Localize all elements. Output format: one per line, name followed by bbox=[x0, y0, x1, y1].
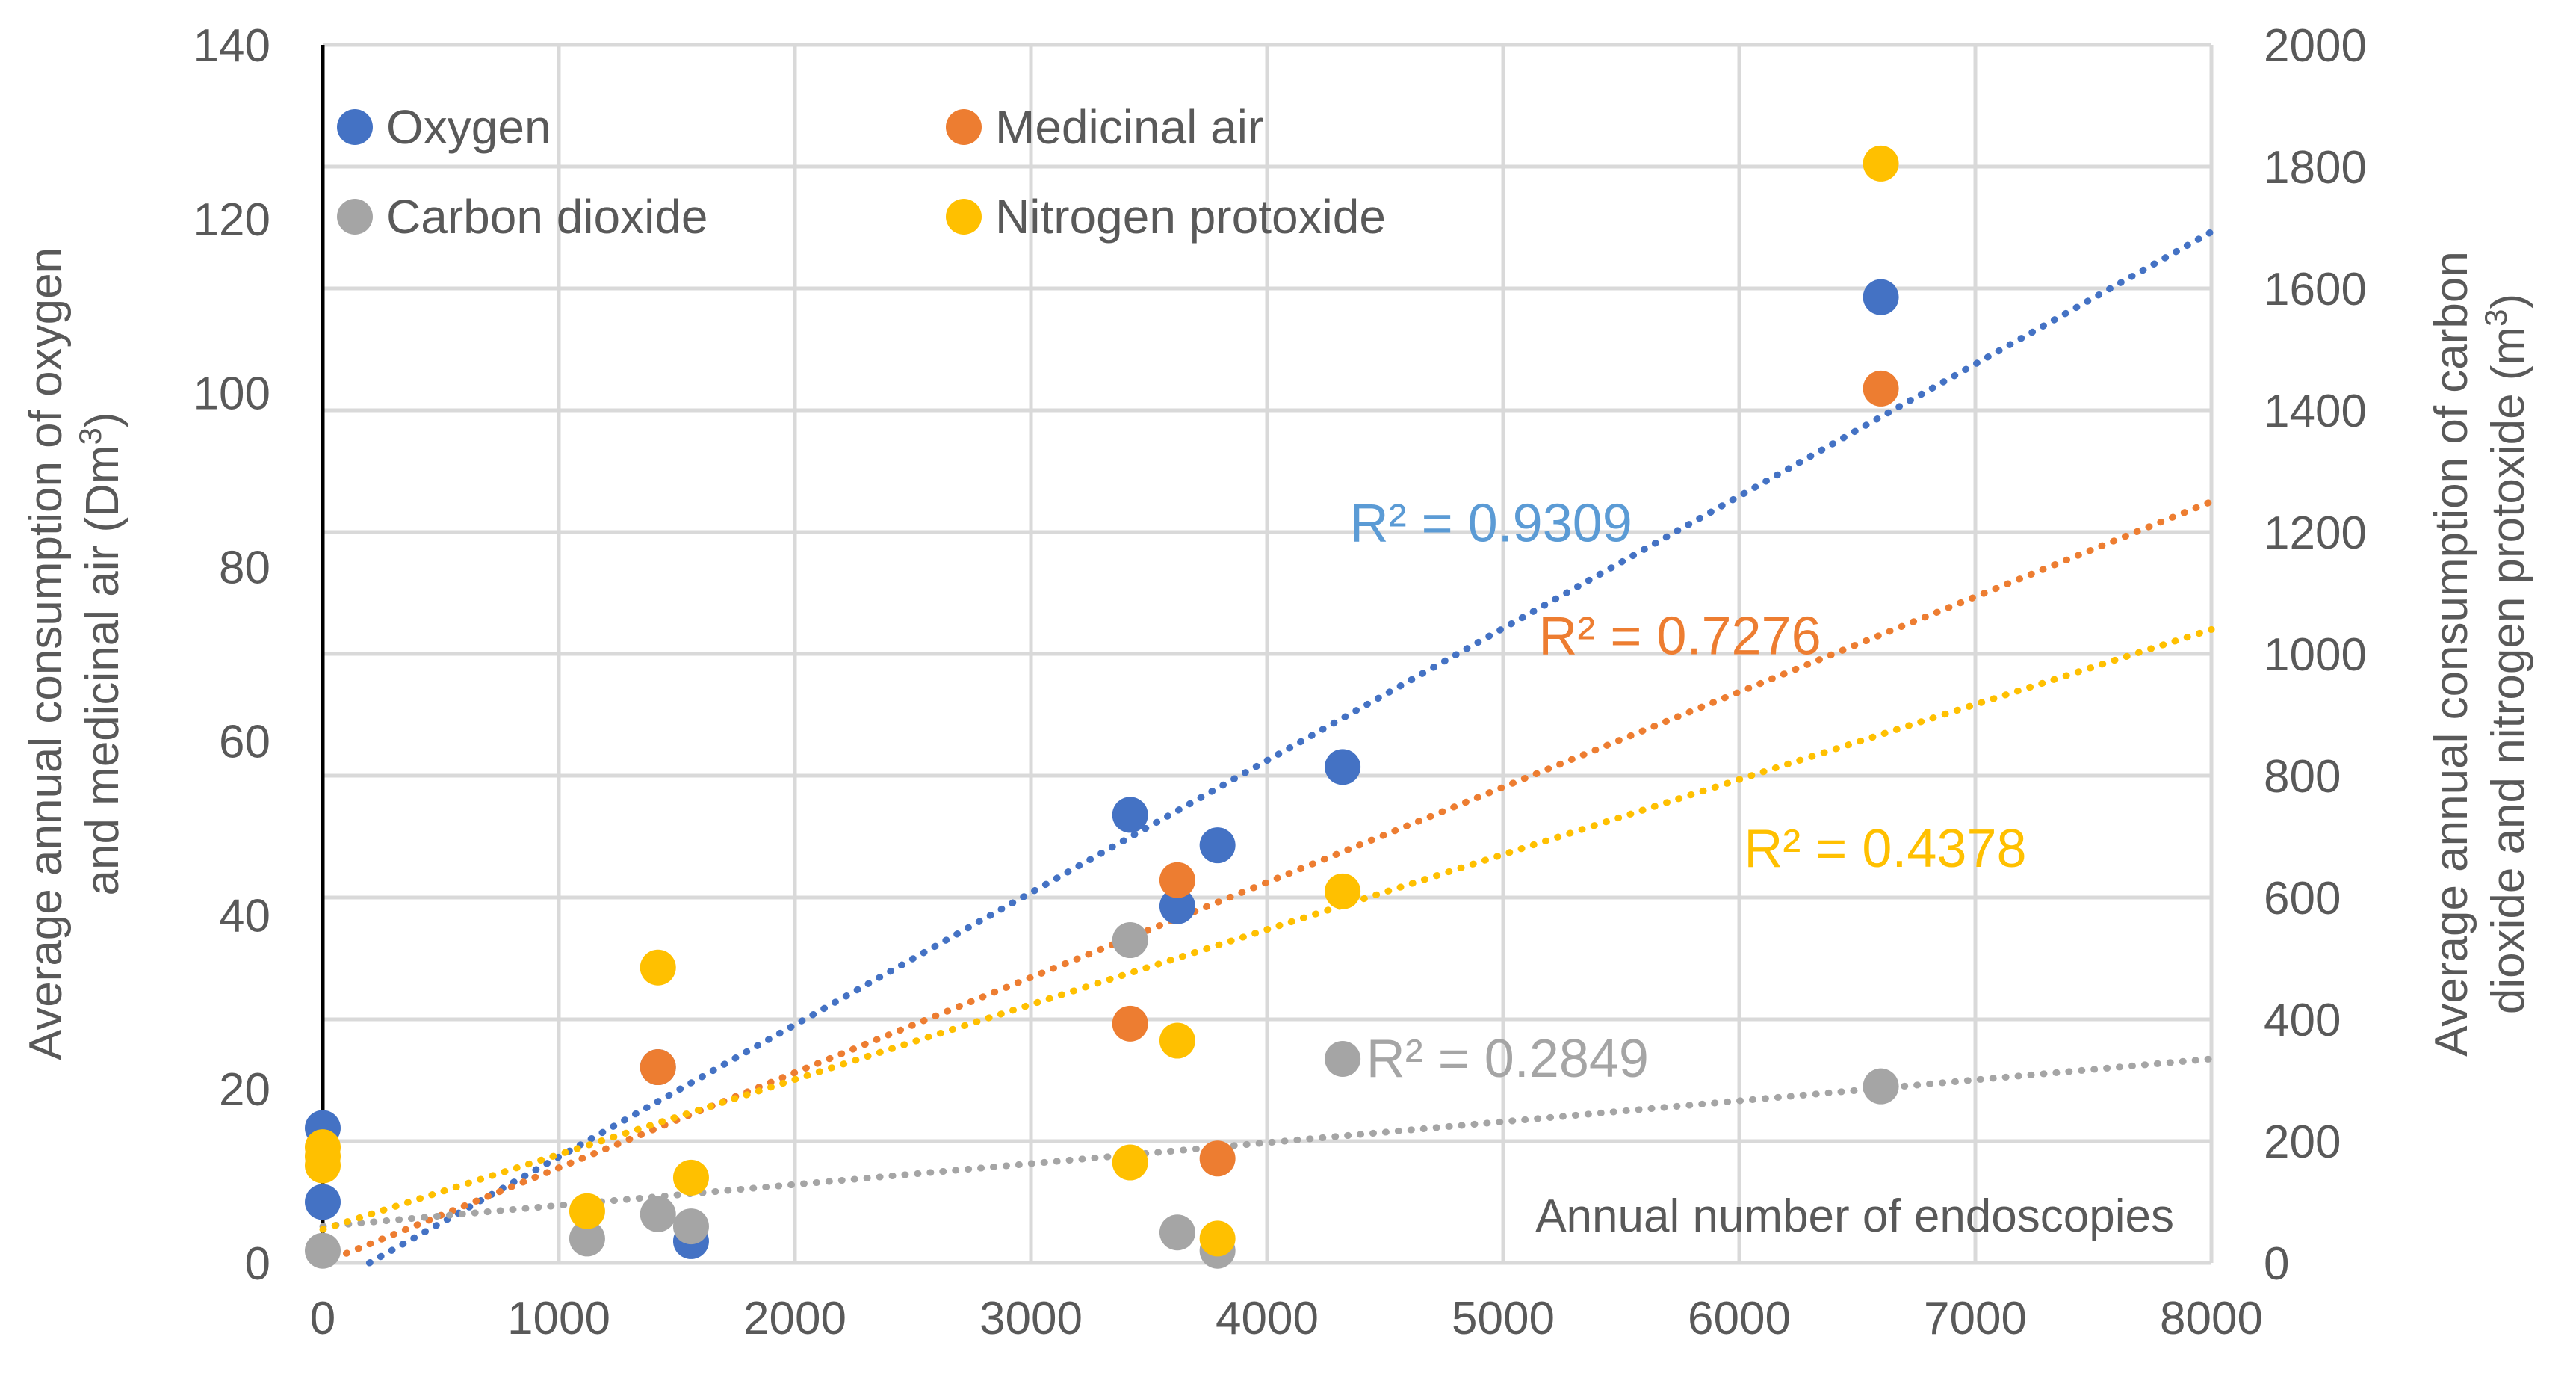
trendlines bbox=[319, 228, 2215, 1267]
r2-label-carbon-dioxide: R² = 0.2849 bbox=[1366, 1029, 1649, 1089]
point-medicinal-air bbox=[1112, 1005, 1148, 1042]
y-right-tick-label: 2000 bbox=[2264, 20, 2367, 72]
point-medicinal-air bbox=[1199, 1140, 1236, 1177]
y-right-tick-label: 600 bbox=[2264, 873, 2341, 924]
point-nitrogen-protoxide bbox=[672, 1159, 709, 1196]
point-nitrogen-protoxide bbox=[1159, 1022, 1195, 1059]
legend-label: Nitrogen protoxide bbox=[995, 190, 1386, 244]
y-right-tick-label: 1000 bbox=[2264, 629, 2367, 681]
r2-label-medicinal-air: R² = 0.7276 bbox=[1538, 607, 1821, 667]
point-nitrogen-protoxide bbox=[305, 1147, 341, 1184]
y-left-tick-label: 40 bbox=[219, 890, 270, 942]
point-carbon-dioxide bbox=[1112, 922, 1148, 959]
y-right-tick-label: 1800 bbox=[2264, 142, 2367, 194]
data-points bbox=[305, 145, 1899, 1269]
x-tick-label: 5000 bbox=[1452, 1293, 1555, 1344]
legend-marker bbox=[337, 109, 373, 145]
x-tick-label: 1000 bbox=[507, 1293, 610, 1344]
gridlines bbox=[321, 43, 2214, 1265]
y-right-tick-label: 200 bbox=[2264, 1116, 2341, 1168]
legend-marker bbox=[946, 109, 982, 145]
y-axis-right-title: Average annual consumption of carbon diox… bbox=[2426, 251, 2534, 1057]
point-oxygen bbox=[1199, 827, 1236, 864]
y-left-tick-label: 20 bbox=[219, 1064, 270, 1116]
y-left-tick-label: 80 bbox=[219, 543, 270, 594]
y-axis-left-title: Average annual consumption of oxygen and … bbox=[20, 247, 129, 1060]
y-right-tick-label: 400 bbox=[2264, 995, 2341, 1046]
tick-labels: 0 1000 2000 3000 4000 5000 6000 7000 80000200400… bbox=[193, 20, 2367, 1344]
r2-annotations: R² = 0.9309 R² = 0.7276 R² = 0.2849 R² = 0.… bbox=[1350, 493, 2027, 1089]
point-carbon-dioxide bbox=[569, 1220, 605, 1257]
y-left-tick-label: 0 bbox=[245, 1238, 270, 1290]
legend-marker bbox=[337, 199, 373, 235]
x-tick-label: 0 bbox=[310, 1293, 335, 1344]
point-carbon-dioxide bbox=[672, 1208, 709, 1245]
legend: Oxygen Medicinal air Carbon dioxide Nitroge… bbox=[337, 100, 1386, 244]
point-oxygen bbox=[1863, 279, 1899, 315]
trendline-nitrogen-protoxide bbox=[319, 625, 2215, 1233]
legend-label: Medicinal air bbox=[995, 100, 1263, 154]
trendline-oxygen bbox=[365, 228, 2215, 1267]
x-tick-label: 4000 bbox=[1216, 1293, 1319, 1344]
point-carbon-dioxide bbox=[1325, 1040, 1361, 1077]
point-nitrogen-protoxide bbox=[1325, 873, 1361, 909]
y-right-tick-label: 1200 bbox=[2264, 507, 2367, 559]
x-tick-label: 6000 bbox=[1688, 1293, 1791, 1344]
y-left-tick-label: 140 bbox=[193, 20, 270, 72]
point-carbon-dioxide bbox=[1159, 1214, 1195, 1251]
trendline-medicinal-air bbox=[319, 498, 2215, 1267]
point-carbon-dioxide bbox=[640, 1196, 676, 1232]
y-right-tick-label: 0 bbox=[2264, 1238, 2289, 1290]
point-nitrogen-protoxide bbox=[569, 1193, 605, 1229]
point-oxygen bbox=[1159, 888, 1195, 924]
y-right-tick-label: 1400 bbox=[2264, 386, 2367, 437]
point-carbon-dioxide bbox=[1863, 1068, 1899, 1105]
y-left-tick-label: 120 bbox=[193, 194, 270, 246]
point-carbon-dioxide bbox=[305, 1232, 341, 1269]
x-tick-label: 2000 bbox=[743, 1293, 846, 1344]
legend-marker bbox=[946, 199, 982, 235]
point-nitrogen-protoxide bbox=[1112, 1144, 1148, 1181]
x-tick-label: 3000 bbox=[979, 1293, 1083, 1344]
y-left-tick-label: 100 bbox=[193, 368, 270, 420]
trendline-carbon-dioxide bbox=[319, 1055, 2215, 1230]
point-oxygen bbox=[1112, 797, 1148, 833]
x-tick-label: 7000 bbox=[1924, 1293, 2027, 1344]
point-medicinal-air bbox=[640, 1049, 676, 1086]
legend-label: Carbon dioxide bbox=[386, 190, 708, 244]
y-right-tick-label: 800 bbox=[2264, 751, 2341, 803]
point-nitrogen-protoxide bbox=[1863, 145, 1899, 182]
y-left-tick-label: 60 bbox=[219, 716, 270, 767]
point-oxygen bbox=[1325, 749, 1361, 785]
r2-label-oxygen: R² = 0.9309 bbox=[1350, 493, 1632, 553]
x-tick-label: 8000 bbox=[2160, 1293, 2263, 1344]
r2-label-nitrogen-protoxide: R² = 0.4378 bbox=[1744, 819, 2026, 879]
x-axis-title: Annual number of endoscopies bbox=[1535, 1190, 2174, 1242]
legend-label: Oxygen bbox=[386, 100, 551, 154]
y-right-tick-label: 1600 bbox=[2264, 264, 2367, 315]
point-medicinal-air bbox=[1159, 862, 1195, 898]
point-oxygen bbox=[305, 1184, 341, 1220]
point-nitrogen-protoxide bbox=[1199, 1220, 1236, 1257]
point-medicinal-air bbox=[1863, 370, 1899, 407]
point-nitrogen-protoxide bbox=[640, 949, 676, 986]
